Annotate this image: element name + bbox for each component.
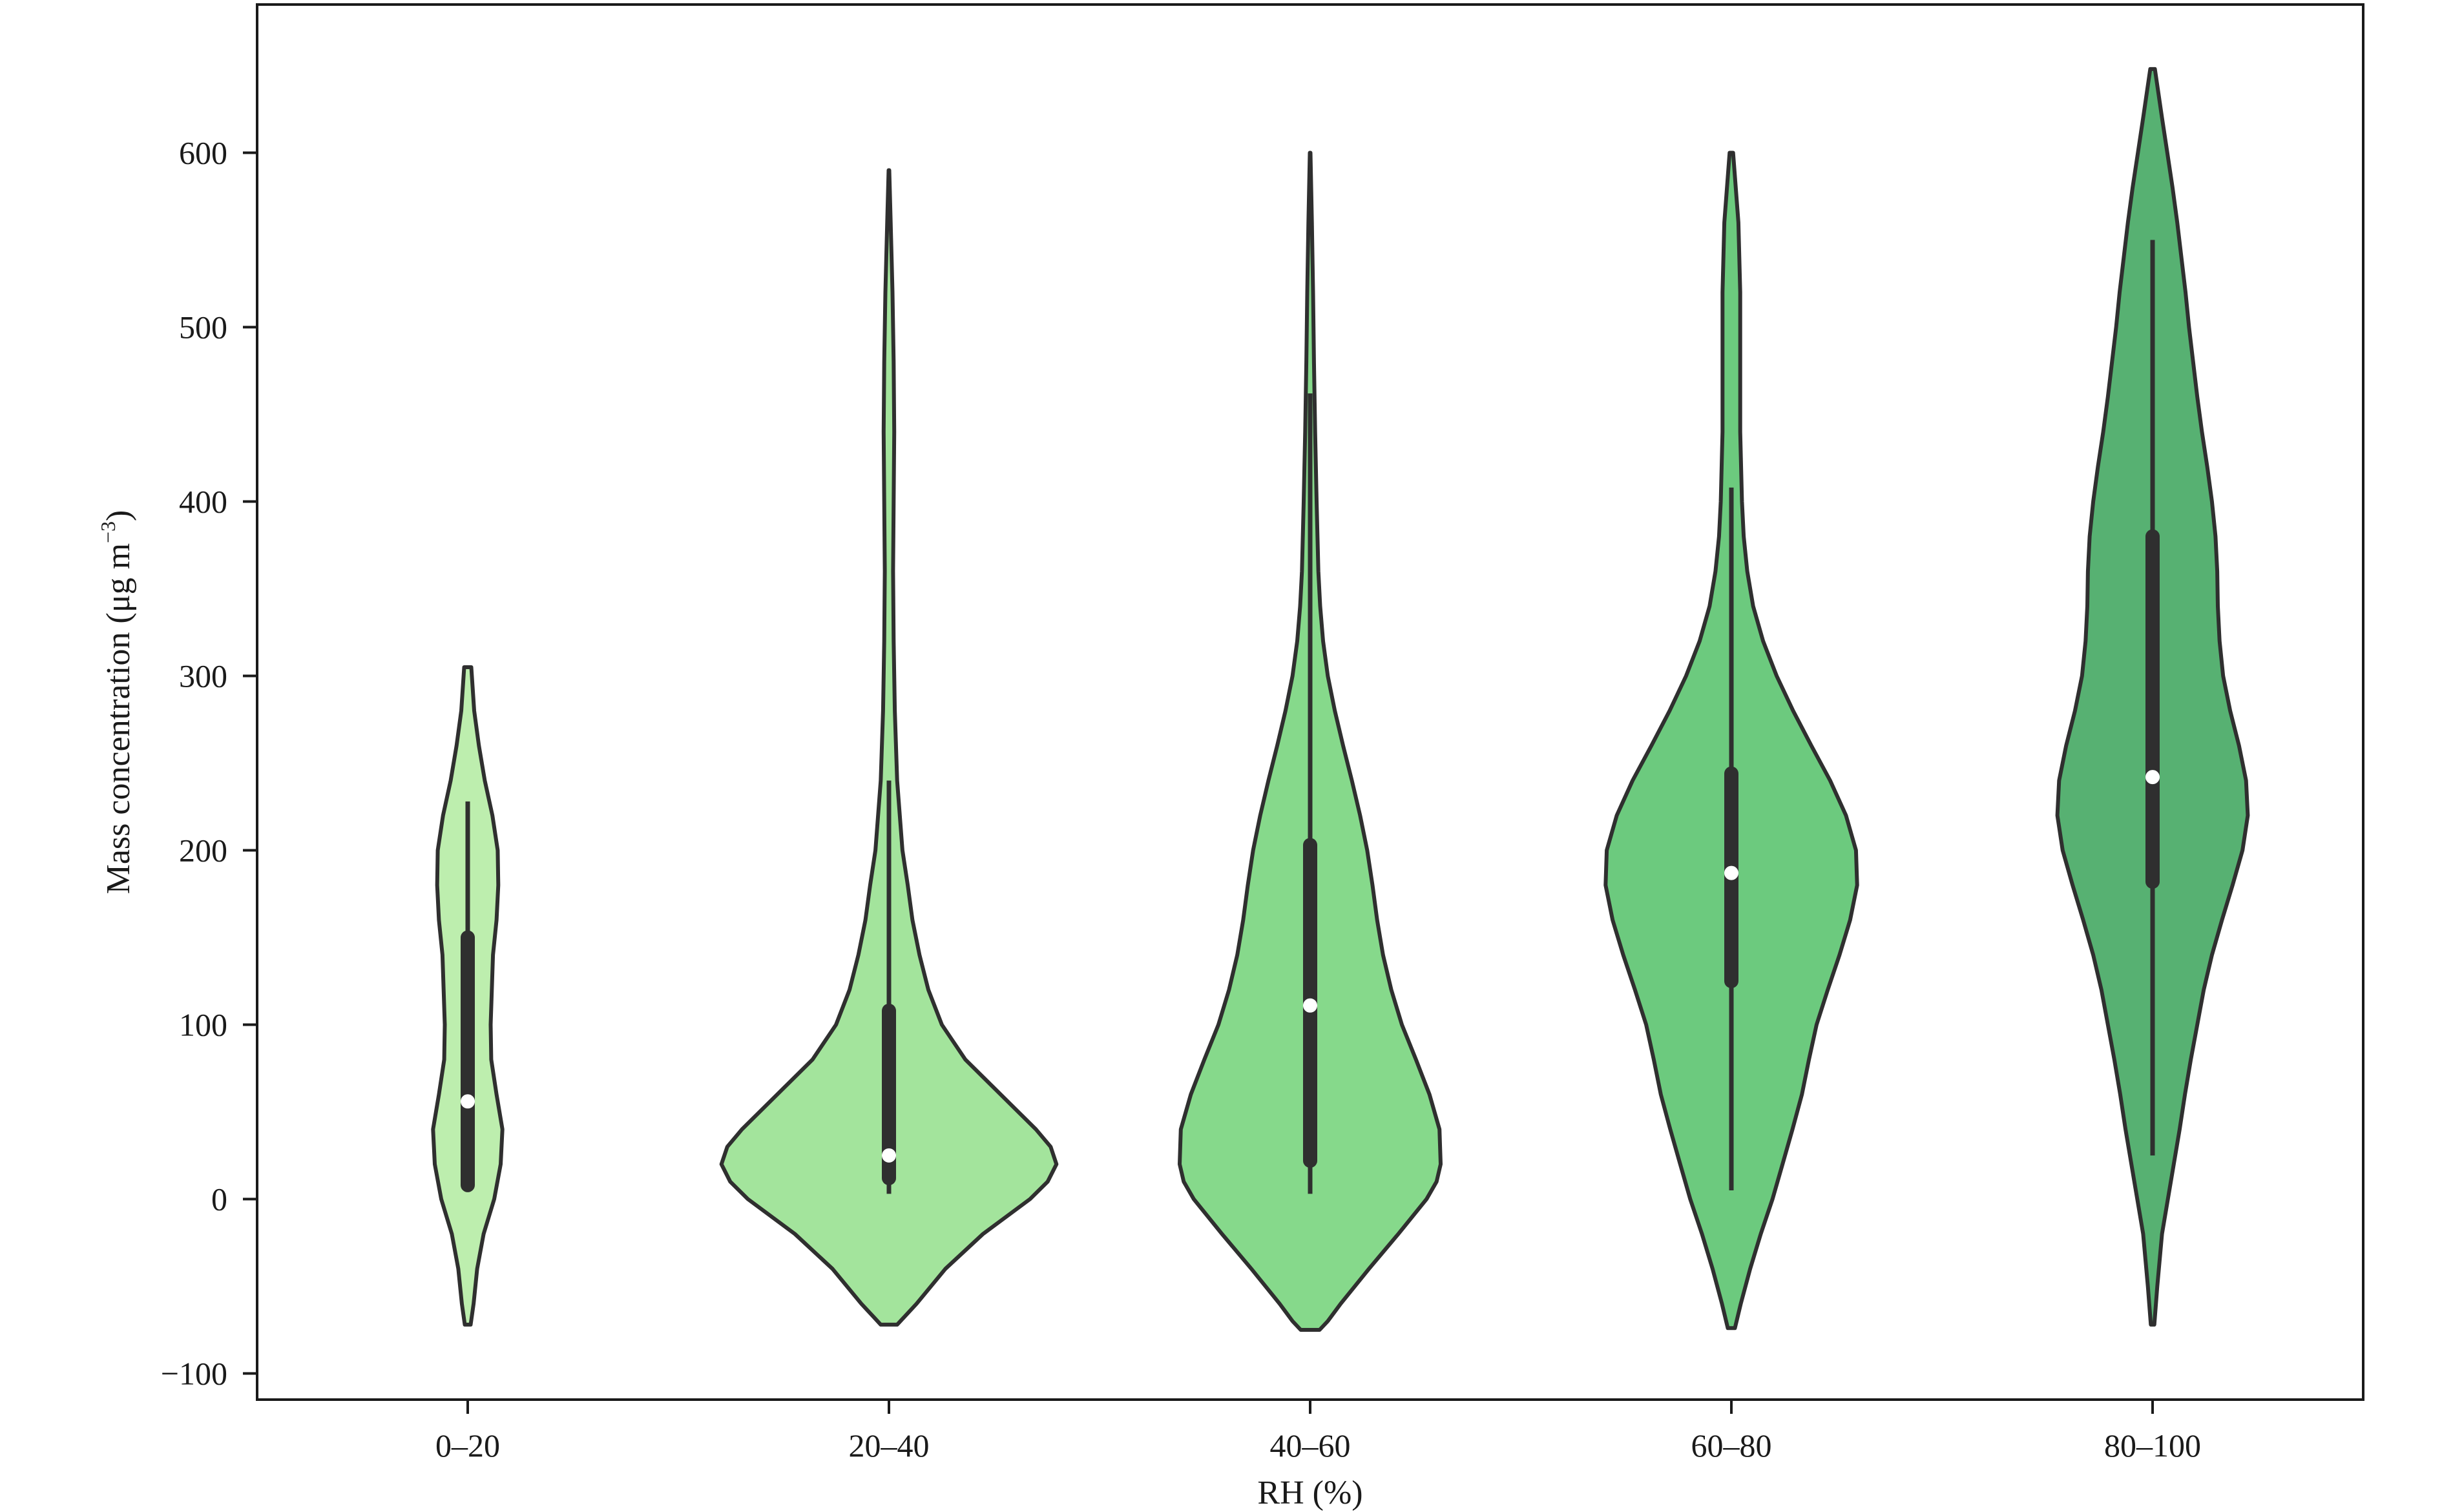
y-tick-label: 600 xyxy=(179,135,227,171)
violin-median-point xyxy=(2145,770,2160,785)
y-tick-label: −100 xyxy=(161,1356,227,1392)
violin-median-point xyxy=(1724,865,1738,880)
y-tick-label: 200 xyxy=(179,833,227,869)
violin-median-point xyxy=(1303,998,1317,1013)
y-axis-label-main: Mass concentration (μg m xyxy=(100,543,137,894)
x-tick-label: 20–40 xyxy=(849,1427,930,1464)
y-axis-label-superscript: −3 xyxy=(96,521,120,543)
x-axis: 0–20 20–40 40–60 60–80 80–100 xyxy=(435,1400,2201,1464)
x-tick-label: 0–20 xyxy=(435,1427,500,1464)
plot-frame xyxy=(256,3,2364,1401)
violin-median-point xyxy=(461,1094,475,1109)
y-axis-label-close: ) xyxy=(100,510,137,521)
y-axis: −100 0 100 200 300 400 500 600 xyxy=(161,135,257,1392)
y-tick-label: 500 xyxy=(179,309,227,346)
x-tick-label: 40–60 xyxy=(1270,1427,1351,1464)
violin-body xyxy=(719,168,1059,1327)
violin-layer xyxy=(431,67,2250,1332)
y-tick-label: 100 xyxy=(179,1007,227,1043)
y-axis-label: Mass concentration (μg m−3) xyxy=(96,510,137,895)
y-tick-label: 300 xyxy=(179,658,227,694)
x-tick-label: 80–100 xyxy=(2104,1427,2201,1464)
violin-median-point xyxy=(882,1148,896,1163)
x-tick-label: 60–80 xyxy=(1691,1427,1772,1464)
y-tick-label: 0 xyxy=(211,1181,227,1217)
y-tick-label: 400 xyxy=(179,484,227,520)
x-axis-label: RH (%) xyxy=(1257,1475,1362,1511)
